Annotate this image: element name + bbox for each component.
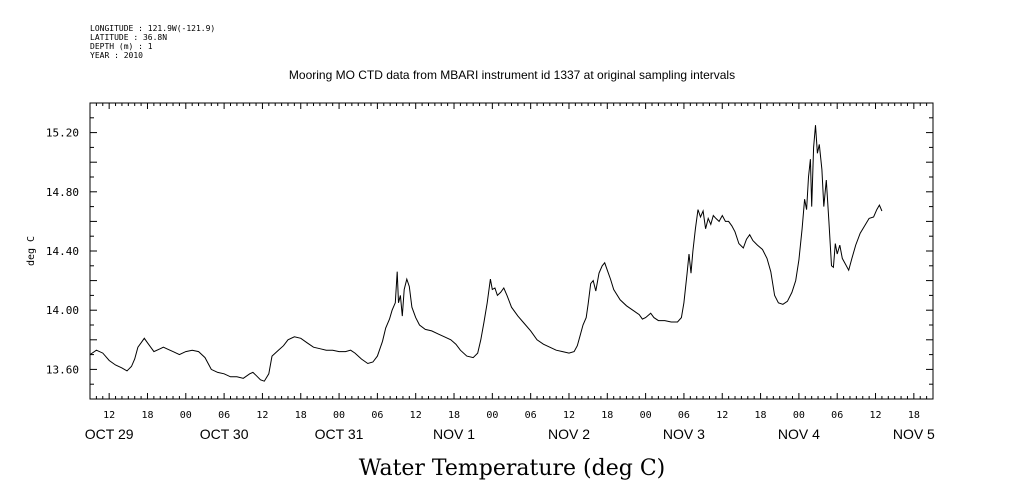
chart-title: Mooring MO CTD data from MBARI instrumen… [289,68,735,82]
x-tick-label: 06 [218,410,230,421]
x-tick-label: 12 [256,410,268,421]
y-tick-label: 14.80 [46,186,79,199]
x-tick-label: 12 [563,410,575,421]
meta-year: YEAR : 2010 [90,51,143,60]
meta-longitude: LONGITUDE : 121.9W(-121.9) [90,24,215,33]
x-axis-label: Water Temperature (deg C) [359,456,666,481]
y-tick-label: 15.20 [46,127,79,140]
x-date-label: OCT 31 [315,426,364,442]
y-axis-label: deg C [26,236,37,266]
y-tick-label: 13.60 [46,363,79,376]
minor-ticks [89,102,934,400]
x-date-label: NOV 3 [663,426,705,442]
x-tick-label: 12 [716,410,728,421]
x-date-label: NOV 2 [548,426,590,442]
series-line-water-temperature [89,125,883,382]
x-tick-label: 00 [640,410,652,421]
x-date-label: NOV 1 [433,426,475,442]
meta-latitude: LATITUDE : 36.8N [90,33,167,42]
x-axis-ticks: 12 18 00 06 12 18 00 06 12 18 00 06 12 18 00 06 12 18 00 06… [103,410,920,421]
x-tick-label: 12 [869,410,881,421]
x-tick-label: 18 [141,410,153,421]
x-date-label: NOV 5 [893,426,935,442]
x-tick-label: 00 [793,410,805,421]
x-tick-label: 00 [486,410,498,421]
x-date-label: OCT 29 [85,426,134,442]
x-date-label: OCT 30 [200,426,249,442]
x-tick-label: 12 [103,410,115,421]
x-tick-label: 06 [525,410,537,421]
x-tick-label: 18 [755,410,767,421]
y-tick-label: 14.00 [46,304,79,317]
x-tick-label: 18 [601,410,613,421]
x-tick-label: 12 [410,410,422,421]
plot-frame [89,102,934,400]
x-tick-label: 00 [333,410,345,421]
meta-depth: DEPTH (m) : 1 [90,42,153,51]
x-tick-label: 18 [295,410,307,421]
x-tick-label: 18 [448,410,460,421]
x-tick-label: 06 [678,410,690,421]
y-axis-ticks: 13.60 14.00 14.40 14.80 15.20 [46,127,79,377]
x-axis-date-labels: OCT 29 OCT 30 OCT 31 NOV 1 NOV 2 NOV 3 NOV 4 NO… [85,426,935,442]
x-tick-label: 06 [371,410,383,421]
x-tick-label: 18 [908,410,920,421]
x-tick-label: 06 [831,410,843,421]
y-tick-label: 14.40 [46,245,79,258]
x-date-label: NOV 4 [778,426,820,442]
x-tick-label: 00 [180,410,192,421]
